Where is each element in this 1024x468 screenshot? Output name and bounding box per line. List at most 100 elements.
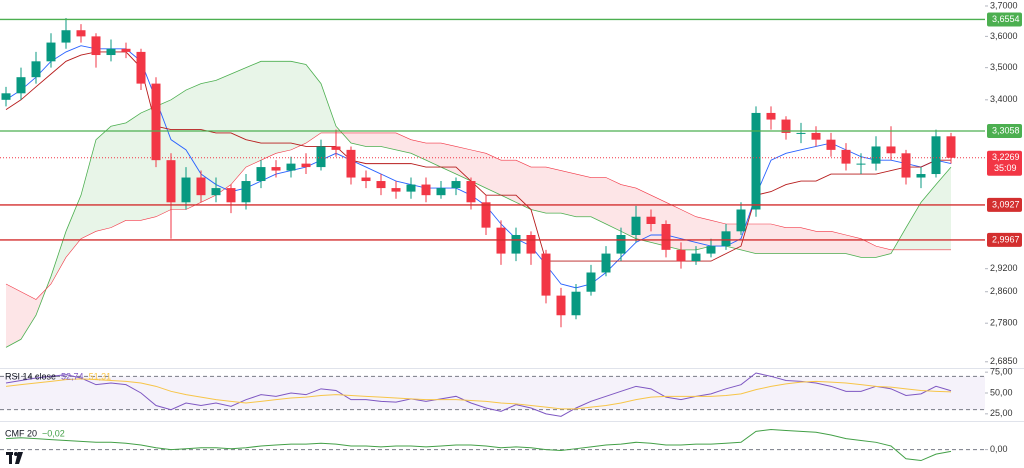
y-tick-label: 3,5000 xyxy=(990,62,1018,72)
candle-body xyxy=(121,48,131,52)
logo xyxy=(6,452,23,464)
cloud-segment xyxy=(846,234,861,258)
logo-part xyxy=(15,452,23,464)
last-price-box xyxy=(987,150,1022,176)
candle-body xyxy=(856,163,866,165)
level-box xyxy=(987,123,1022,138)
candle-body xyxy=(376,181,386,189)
cloud-segment xyxy=(306,64,321,144)
candle-body xyxy=(571,291,581,316)
cloud-segment xyxy=(351,132,366,147)
cloud-segment xyxy=(786,227,801,254)
cloud-segment xyxy=(741,223,756,254)
candle-body xyxy=(796,132,806,134)
candle-body xyxy=(901,153,911,178)
candle-body xyxy=(736,209,746,232)
candle-body xyxy=(541,253,551,296)
indicator-label: CMF 20 xyxy=(5,428,37,438)
cloud-segment xyxy=(861,238,876,258)
y-tick-label: 3,7000 xyxy=(990,0,1018,10)
cloud-segment xyxy=(921,184,936,250)
candle-body xyxy=(676,249,686,262)
candle-body xyxy=(256,167,266,182)
indicator-label: RSI 14 close xyxy=(5,371,56,381)
cloud-segment xyxy=(486,153,501,196)
cloud-segment xyxy=(276,61,291,154)
candle-body xyxy=(106,48,116,56)
candle-body xyxy=(526,234,536,254)
candle-body xyxy=(301,163,311,168)
overlay-line xyxy=(5,45,952,289)
y-tick-label: 25,00 xyxy=(990,408,1013,418)
cloud-segment xyxy=(96,126,111,232)
band-fill xyxy=(0,376,985,410)
cloud-segment xyxy=(471,149,486,189)
y-tick-label: 3,6000 xyxy=(990,31,1018,41)
cloud-segment xyxy=(516,160,531,210)
candle-body xyxy=(871,146,881,164)
candle-body xyxy=(646,216,656,224)
y-tick-label: 0,00 xyxy=(990,444,1008,454)
level-label: 3,3058 xyxy=(992,125,1020,135)
countdown-label: 35:09 xyxy=(994,163,1017,173)
candle-body xyxy=(601,253,611,273)
indicator-line xyxy=(5,378,952,410)
candle-body xyxy=(706,246,716,254)
cloud-segment xyxy=(291,61,306,150)
cloud-segment xyxy=(771,223,786,254)
overlay-line xyxy=(5,51,951,262)
candle-body xyxy=(556,295,566,316)
cloud-segment xyxy=(561,170,576,217)
candle-body xyxy=(511,234,521,254)
y-tick-label: 2,9200 xyxy=(990,263,1018,273)
cloud-segment xyxy=(381,132,396,150)
logo-part xyxy=(14,452,18,456)
indicator-line xyxy=(5,372,952,417)
indicator-value: 51,31 xyxy=(89,371,112,381)
cloud-segment xyxy=(426,143,441,168)
candle-body xyxy=(751,112,761,210)
candle-body xyxy=(661,223,671,250)
candle-body xyxy=(826,139,836,150)
candle-body xyxy=(61,30,71,43)
cloud-segment xyxy=(126,112,141,221)
candle-body xyxy=(406,184,416,192)
candle-body xyxy=(766,112,776,120)
candle-body xyxy=(211,188,221,196)
candle-body xyxy=(421,184,431,196)
candle-body xyxy=(151,83,161,161)
candle-body xyxy=(391,188,401,192)
candle-body xyxy=(616,234,626,254)
candle-body xyxy=(691,253,701,262)
cloud-segment xyxy=(531,167,546,214)
cloud-segment xyxy=(756,223,771,254)
cloud-segment xyxy=(831,231,846,254)
y-tick-label: 50,00 xyxy=(990,387,1013,397)
cloud-segment xyxy=(246,61,261,168)
candle-body xyxy=(481,202,491,228)
cloud-span-a xyxy=(5,60,952,348)
cloud-segment xyxy=(216,74,231,196)
y-tick-label: 75,00 xyxy=(990,367,1013,377)
last-price-label: 3,2269 xyxy=(992,152,1020,162)
cloud-segment xyxy=(231,67,246,185)
cloud-segment xyxy=(696,216,711,250)
indicator-value: −0,02 xyxy=(42,428,65,438)
cloud-segment xyxy=(111,122,126,228)
level-label: 2,9967 xyxy=(992,234,1020,244)
candle-body xyxy=(886,146,896,154)
candle-body xyxy=(451,181,461,189)
candle-body xyxy=(166,160,176,203)
y-tick-label: 2,8600 xyxy=(990,286,1018,296)
candle-body xyxy=(16,77,26,94)
level-box xyxy=(987,197,1022,212)
cloud-segment xyxy=(66,195,81,258)
indicator-line xyxy=(5,429,952,462)
candle-body xyxy=(286,163,296,171)
candle-body xyxy=(181,177,191,203)
y-tick-label: 3,4000 xyxy=(990,94,1018,104)
candle-body xyxy=(721,231,731,247)
candle-body xyxy=(781,119,791,133)
candle-body xyxy=(1,93,11,100)
cloud-segment xyxy=(366,132,381,147)
